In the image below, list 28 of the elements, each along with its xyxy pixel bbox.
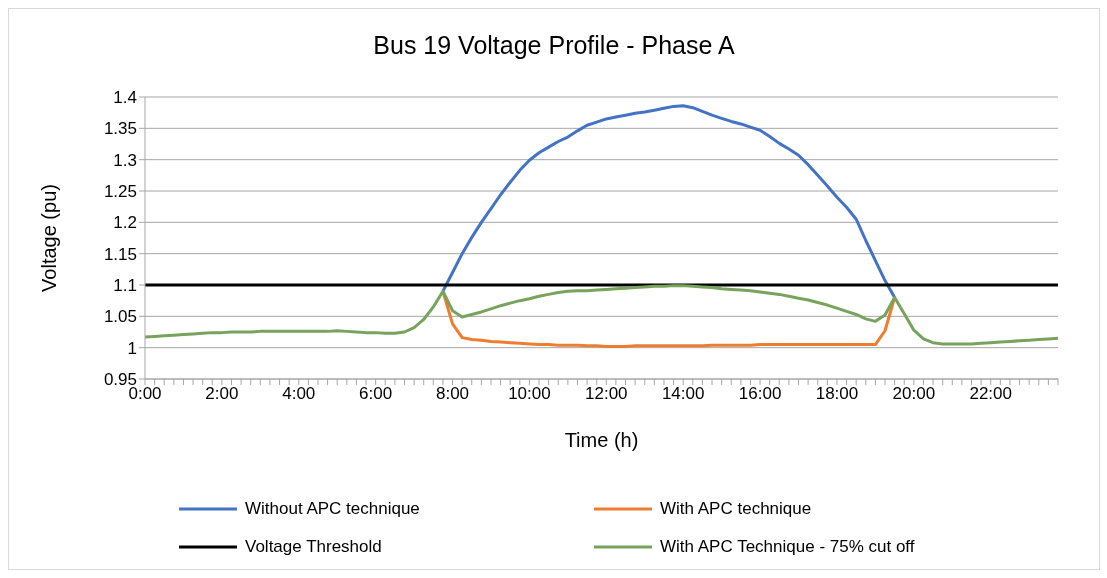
x-tick-label: 14:00 (661, 384, 705, 404)
legend-label: With APC technique (660, 499, 812, 519)
x-tick-label: 18:00 (815, 384, 859, 404)
x-tick-label: 4:00 (282, 384, 316, 404)
legend-label: Voltage Threshold (245, 537, 382, 557)
y-tick-label: 1.4 (113, 88, 137, 108)
y-tick-label: 1.25 (103, 182, 137, 202)
y-tick-label: 1.35 (103, 119, 137, 139)
y-tick-label: 1.3 (113, 150, 137, 170)
x-axis-title: Time (h) (564, 429, 639, 451)
chart-title: Bus 19 Voltage Profile - Phase A (372, 31, 736, 60)
y-tick-label: 1.05 (103, 307, 137, 327)
y-tick-label: 1.15 (103, 244, 137, 264)
x-tick-label: 2:00 (205, 384, 239, 404)
x-tick-label: 8:00 (435, 384, 470, 404)
x-tick-label: 22:00 (969, 384, 1012, 404)
x-tick-label: 20:00 (892, 384, 936, 404)
legend-label: Without APC technique (245, 499, 420, 519)
y-axis-title: Voltage (pu) (38, 184, 61, 292)
x-tick-label: 6:00 (359, 384, 393, 404)
y-tick-label: 1 (127, 338, 137, 358)
legend-label: With APC Technique - 75% cut off (660, 537, 915, 557)
y-tick-label: 1.2 (113, 213, 137, 233)
x-tick-label: 10:00 (508, 384, 551, 404)
line-series (441, 104, 897, 300)
y-tick-label: 1.1 (113, 276, 137, 296)
x-tick-label: 12:00 (585, 384, 628, 404)
x-tick-label: 16:00 (738, 384, 782, 404)
